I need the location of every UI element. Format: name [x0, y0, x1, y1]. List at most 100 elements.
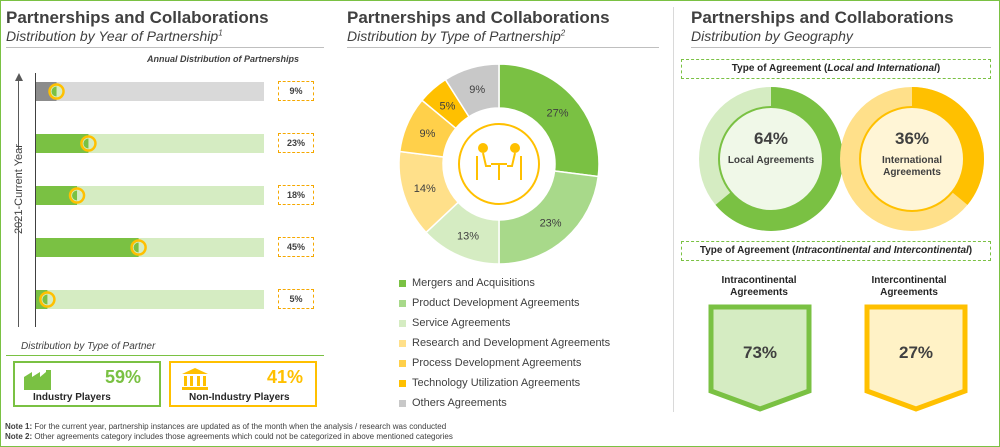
bar-2023 [36, 186, 78, 205]
bar-value-label: 9% [278, 81, 314, 101]
bar-end-marker-half [83, 138, 89, 149]
slice-value-label: 27% [546, 107, 568, 119]
legend-item: Mergers and Acquisitions [399, 273, 610, 293]
legend-swatch [399, 299, 406, 307]
non-industry-label: Non-Industry Players [189, 392, 290, 403]
intra-label: Intracontinental Agreements [721, 275, 797, 298]
slice-value-label: 14% [414, 183, 436, 195]
type-panel-divider [347, 47, 659, 48]
type-subtitle-text: Distribution by Type of Partnership [347, 28, 561, 44]
local-pct: 64% [753, 129, 789, 148]
geo-panel-title: Partnerships and Collaborations [691, 8, 954, 27]
intra-shield [708, 304, 812, 412]
slice-others-agreements [444, 63, 500, 118]
geo-panel-divider [691, 47, 991, 48]
geo-donut-center [718, 106, 824, 212]
legend-label: Process Development Agreements [412, 357, 582, 369]
non-industry-card: 41% Non-Industry Players [169, 361, 317, 407]
year-bar-chart [36, 82, 264, 309]
inter-label: Intercontinental Agreements [871, 275, 947, 298]
note-1: Note 1: For the current year, partnershi… [5, 422, 446, 431]
legend-label: Technology Utilization Agreements [412, 377, 581, 389]
year-subtitle-text: Distribution by Year of Partnership [6, 28, 219, 44]
industry-card: 59% Industry Players [13, 361, 161, 407]
box1-suffix: ) [936, 63, 941, 74]
type-subtitle-sup: 2 [560, 28, 566, 38]
industry-pct: 59% [105, 367, 142, 387]
international-label: International Agreements [881, 155, 942, 178]
international-pct: 36% [894, 129, 930, 148]
legend-swatch [399, 399, 406, 407]
bar-2024 [36, 238, 139, 257]
geo-donut-center [859, 106, 965, 212]
box2-suffix: ) [968, 245, 973, 256]
bar-value-label: 5% [278, 289, 314, 309]
slice-value-label: 13% [457, 231, 479, 243]
local-international-header: Type of Agreement (Local and Internation… [681, 59, 991, 79]
bar-value-label: 18% [278, 185, 314, 205]
year-panel-title: Partnerships and Collaborations [6, 8, 269, 27]
geo-donut-slice-international-agreements [912, 87, 984, 205]
geo-panel-subtitle: Distribution by Geography [691, 28, 853, 44]
bar-end-marker-half [72, 190, 78, 201]
geo-shields [708, 304, 968, 412]
y-axis-line-top [18, 79, 19, 149]
factory-icon [24, 370, 51, 390]
type-legend: Mergers and Acquisitions Product Developm… [399, 273, 610, 413]
geo-donuts [699, 87, 984, 231]
year-panel-divider [6, 47, 324, 48]
bar-track [36, 290, 264, 309]
legend-item: Product Development Agreements [399, 293, 610, 313]
legend-item: Research and Development Agreements [399, 333, 610, 353]
legend-swatch [399, 359, 406, 367]
box1-italic: Local and International [827, 63, 937, 74]
slice-value-label: 5% [439, 100, 455, 112]
local-label: Local Agreements [727, 155, 815, 166]
partner-type-caption: Distribution by Type of Partner [21, 341, 156, 352]
slice-value-label: 23% [540, 218, 562, 230]
bar-value-label: 23% [278, 133, 314, 153]
y-axis-line-bottom [18, 219, 19, 327]
non-industry-pct: 41% [267, 367, 304, 387]
legend-swatch [399, 339, 406, 347]
legend-item: Service Agreements [399, 313, 610, 333]
legend-item: Process Development Agreements [399, 353, 610, 373]
industry-label: Industry Players [33, 392, 111, 403]
bar-end-marker-half [133, 242, 139, 253]
year-subtitle-sup: 1 [218, 28, 223, 38]
note-2-text: Other agreements category includes those… [32, 432, 453, 441]
geo-donut-slice-local-agreements [715, 87, 843, 231]
legend-label: Service Agreements [412, 317, 511, 329]
note-2-label: Note 2: [5, 432, 33, 441]
bar-2022 [36, 134, 89, 153]
legend-label: Others Agreements [412, 397, 507, 409]
legend-label: Mergers and Acquisitions [412, 277, 535, 289]
note-1-label: Note 1: [5, 422, 33, 431]
bar-track [36, 82, 264, 101]
partner-type-divider [6, 355, 324, 356]
legend-label: Product Development Agreements [412, 297, 580, 309]
type-panel-title: Partnerships and Collaborations [347, 8, 610, 27]
legend-swatch [399, 379, 406, 387]
legend-label: Research and Development Agreements [412, 337, 611, 349]
legend-item: Technology Utilization Agreements [399, 373, 610, 393]
box1-prefix: Type of Agreement ( [731, 63, 828, 74]
slice-product-development-agreements [498, 170, 600, 265]
institution-icon [182, 368, 208, 390]
year-panel-subtitle: Distribution by Year of Partnership1 [6, 28, 223, 44]
panel-separator [673, 7, 674, 412]
year-chart-caption: Annual Distribution of Partnerships [147, 54, 300, 64]
legend-item: Others Agreements [399, 393, 610, 413]
bar-value-label: 45% [278, 237, 314, 257]
bar-end-marker-half [42, 294, 48, 305]
y-axis-arrowhead [15, 73, 23, 81]
intra-pct: 73% [742, 343, 778, 362]
inter-pct: 27% [898, 343, 934, 362]
slice-mergers-and-acquisitions [498, 63, 600, 178]
legend-swatch [399, 279, 406, 287]
bar-track [36, 186, 264, 205]
slice-value-label: 9% [469, 84, 485, 96]
meeting-icon [476, 143, 522, 180]
note-1-text: For the current year, partnership instan… [32, 422, 447, 431]
